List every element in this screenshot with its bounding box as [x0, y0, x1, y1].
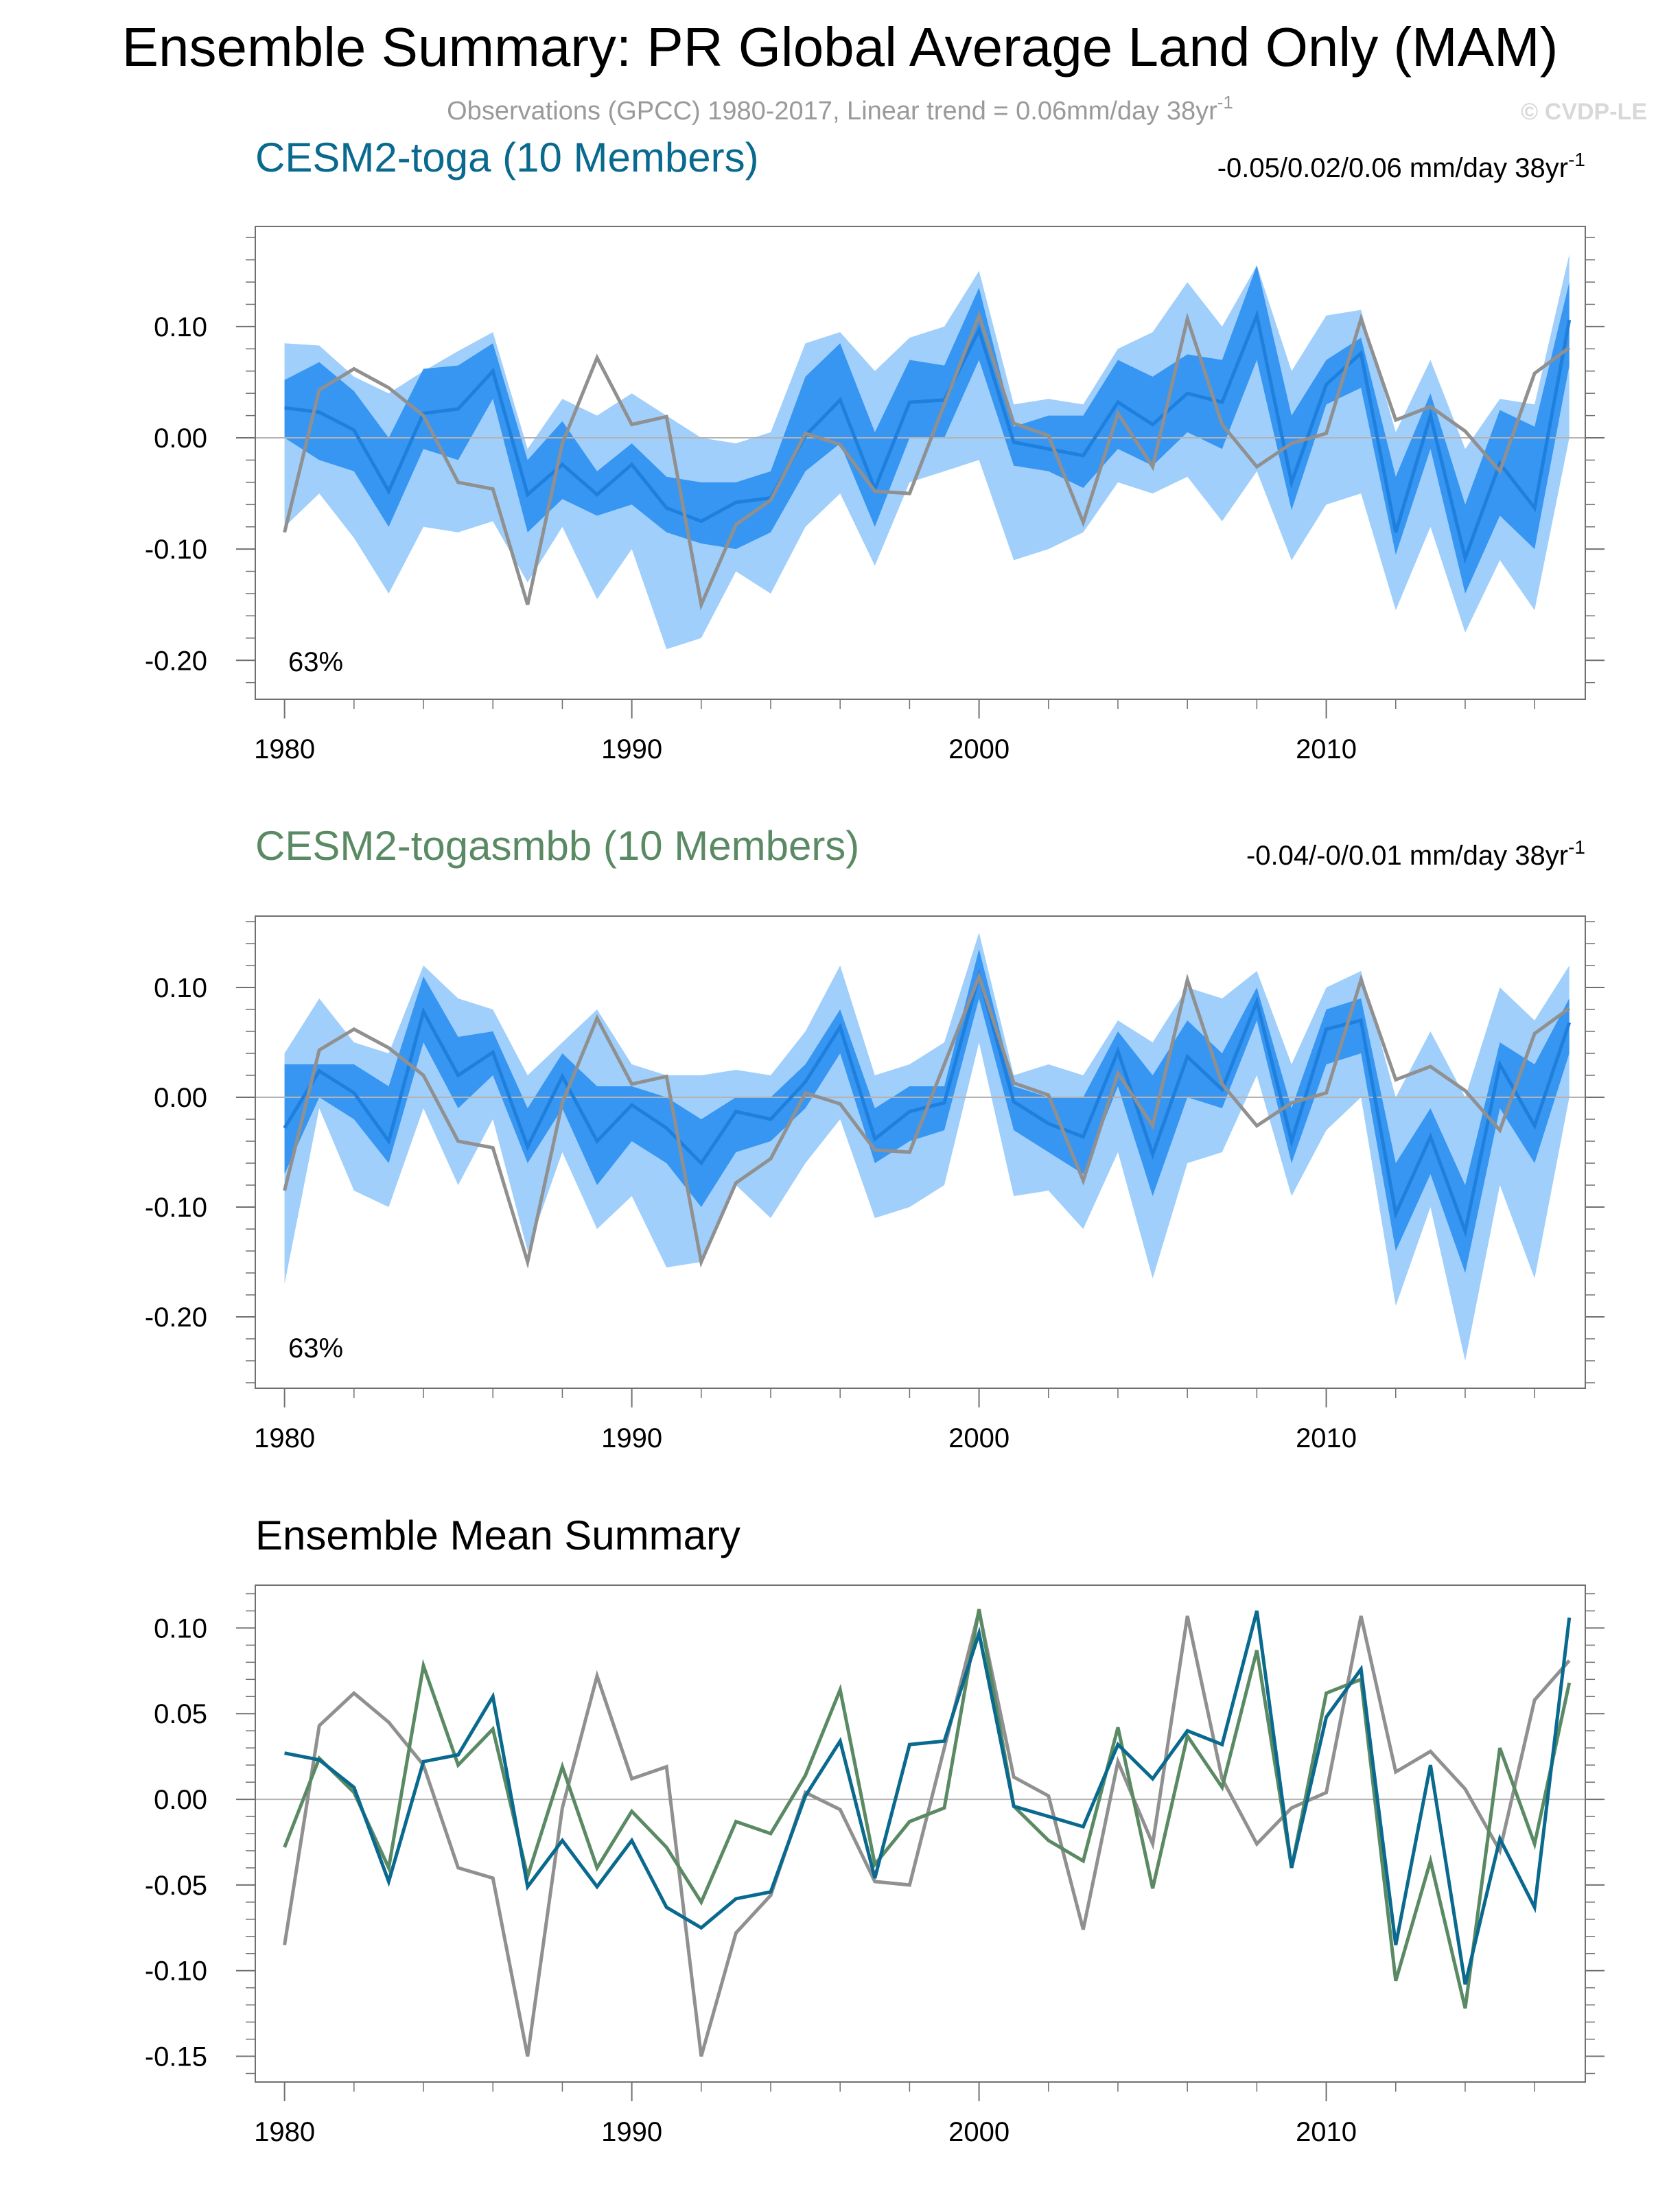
y-tick-label: 0.00	[154, 423, 207, 454]
plot-frame	[255, 226, 1586, 700]
series-line-cesm2-togasmbb	[283, 1609, 1572, 2009]
panel-togasmbb-trend-text: -0.04/-0/0.01 mm/day 38yr	[1246, 841, 1568, 871]
figure-subtitle-superscript: -1	[1217, 92, 1233, 113]
y-tick-label: -0.20	[145, 646, 207, 676]
plot-frame	[255, 915, 1586, 1389]
y-tick-label: -0.20	[145, 1302, 207, 1333]
y-tick-label: 0.10	[154, 312, 207, 342]
x-tick-label: 1990	[601, 2117, 662, 2147]
series-line-observations-gpcc	[283, 310, 1571, 611]
series-line-ensemble-mean	[284, 309, 1572, 564]
y-tick-label: -0.05	[145, 1871, 207, 1901]
series-line-observations-gpcc	[283, 1610, 1571, 2057]
band-10-90-range	[284, 933, 1570, 1361]
x-tick-label: 2010	[1296, 734, 1357, 764]
x-tick-label: 1990	[601, 1423, 662, 1453]
y-tick-label: 0.10	[154, 1613, 207, 1644]
y-tick-label: -0.10	[145, 1193, 207, 1223]
x-tick-label: 2000	[948, 2117, 1010, 2147]
copyright-label: © CVDP-LE	[1521, 99, 1647, 125]
chart-ensemble-mean: 0.10 0.05 0.00 -0.05 -0.10 -0.15 1980 1990 2000 2…	[145, 1584, 1605, 2147]
series-line-cesm2-toga	[284, 1610, 1572, 1985]
x-tick-label: 1980	[254, 1423, 315, 1453]
y-tick-label: 0.00	[154, 1785, 207, 1815]
panel-togasmbb: CESM2-togasmbb (10 Members) -0.04/-0/0.0…	[145, 823, 1605, 1453]
x-tick-label: 2010	[1296, 2117, 1357, 2147]
panel-togasmbb-trend: -0.04/-0/0.01 mm/day 38yr-1	[1246, 837, 1585, 871]
panel-togasmbb-percent: 63%	[288, 1333, 343, 1364]
y-tick-label: -0.15	[145, 2042, 207, 2072]
panel-togasmbb-trend-superscript: -1	[1568, 837, 1585, 858]
x-tick-label: 2010	[1296, 1423, 1357, 1453]
band-1-sigma-range	[284, 265, 1570, 594]
panel-toga-trend-text: -0.05/0.02/0.06 mm/day 38yr	[1217, 153, 1568, 183]
panel-toga-trend: -0.05/0.02/0.06 mm/day 38yr-1	[1217, 149, 1585, 183]
y-tick-label: 0.00	[154, 1083, 207, 1113]
y-tick-label: -0.10	[145, 1956, 207, 1987]
y-tick-label: 0.10	[154, 973, 207, 1003]
panel-ensemble-mean-title: Ensemble Mean Summary	[255, 1512, 740, 1558]
panel-toga: CESM2-toga (10 Members) -0.05/0.02/0.06 …	[145, 135, 1605, 764]
panel-togasmbb-title: CESM2-togasmbb (10 Members)	[255, 823, 859, 869]
x-tick-label: 2000	[948, 1423, 1010, 1453]
plot-frame	[255, 1584, 1586, 2083]
y-tick-label: 0.05	[154, 1699, 207, 1729]
series-line-observations-gpcc	[283, 971, 1571, 1269]
x-tick-label: 2000	[948, 734, 1010, 764]
x-tick-label: 1980	[254, 734, 315, 764]
x-tick-label: 1980	[254, 2117, 315, 2147]
panel-toga-percent: 63%	[288, 647, 343, 677]
x-tick-label: 1990	[601, 734, 662, 764]
panel-toga-trend-superscript: -1	[1568, 149, 1585, 170]
y-tick-label: -0.10	[145, 535, 207, 565]
chart-toga: 0.10 0.00 -0.10 -0.20 1980 1990 2000 2010	[145, 226, 1605, 764]
figure-subtitle: Observations (GPCC) 1980-2017, Linear tr…	[447, 92, 1233, 126]
figure-title: Ensemble Summary: PR Global Average Land…	[122, 16, 1559, 78]
figure-subtitle-text: Observations (GPCC) 1980-2017, Linear tr…	[447, 97, 1217, 126]
chart-togasmbb: 0.10 0.00 -0.10 -0.20 1980 1990 2000 2010	[145, 915, 1605, 1453]
panel-ensemble-mean: Ensemble Mean Summary 0.10 0.05 0.00 -0.05 -…	[145, 1512, 1605, 2147]
panel-toga-title: CESM2-toga (10 Members)	[255, 135, 759, 180]
